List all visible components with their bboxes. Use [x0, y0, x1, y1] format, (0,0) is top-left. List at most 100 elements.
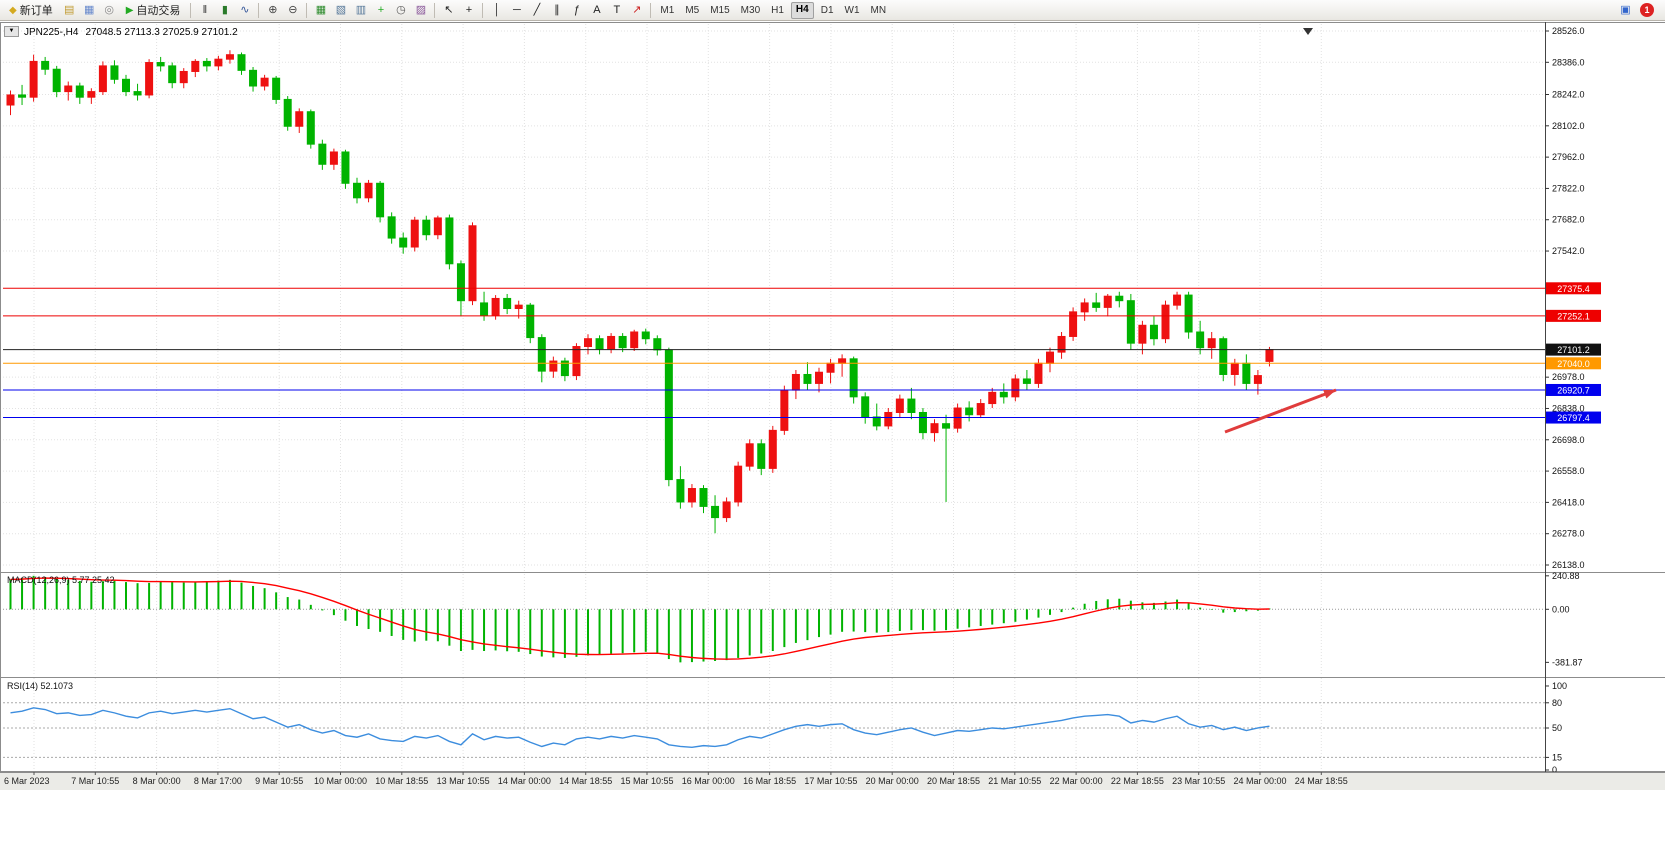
svg-text:-381.87: -381.87	[1552, 657, 1583, 667]
horizontal-line-objects[interactable]	[3, 287, 1545, 419]
svg-text:26278.0: 26278.0	[1552, 529, 1585, 539]
new-order-icon: ◆	[9, 4, 17, 16]
price-axis[interactable]: 28526.0 28386.0 28242.0 28102.0 27962.0 27822…	[1545, 26, 1601, 570]
macd-indicator-label: MACD(12,26,9) 5.77 25.42	[7, 575, 115, 585]
time-axis-label: 8 Mar 17:00	[194, 776, 242, 786]
templates-icon[interactable]: ▨	[415, 3, 427, 16]
time-axis-label: 14 Mar 18:55	[559, 776, 612, 786]
vertical-line-icon[interactable]: │	[493, 3, 501, 16]
toolbar-separator	[434, 2, 436, 18]
community-icon[interactable]: ▣	[1620, 3, 1631, 16]
new-order-button[interactable]: ◆ 新订单	[3, 1, 59, 20]
chart-window: 28526.0 28386.0 28242.0 28102.0 27962.0 27822…	[0, 22, 1665, 794]
new-chart-icon[interactable]: ▧	[335, 3, 347, 16]
periods-icon[interactable]: ◷	[396, 3, 406, 16]
svg-text:27822.0: 27822.0	[1552, 183, 1585, 193]
svg-text:240.88: 240.88	[1552, 571, 1580, 581]
symbol-timeframe-label: JPN225-,H4	[24, 27, 79, 38]
channel-icon[interactable]: ∥	[554, 3, 560, 16]
candlestick-series	[6, 50, 1274, 534]
navigator-icon[interactable]: ◎	[104, 3, 114, 16]
timeframe-button-m5[interactable]: M5	[685, 4, 700, 16]
toolbar-separator	[482, 2, 484, 18]
symbol-dropdown-button[interactable]: ▼	[4, 26, 19, 37]
fibonacci-icon[interactable]: ƒ	[573, 3, 580, 16]
svg-text:26797.4: 26797.4	[1557, 413, 1590, 423]
support-line-1-badge	[1546, 383, 1601, 396]
svg-text:26920.7: 26920.7	[1557, 385, 1590, 395]
svg-text:0.00: 0.00	[1552, 604, 1570, 614]
time-axis[interactable]: 6 Mar 2023 7 Mar 10:55 8 Mar 00:00 8 Mar 17…	[0, 772, 1665, 790]
trendline-icon[interactable]: ╱	[533, 3, 541, 16]
rsi-panel	[3, 702, 1545, 758]
svg-text:15: 15	[1552, 752, 1562, 762]
market-watch-icon[interactable]: ▤	[64, 3, 75, 16]
svg-text:28102.0: 28102.0	[1552, 121, 1585, 131]
time-axis-label: 16 Mar 18:55	[743, 776, 796, 786]
time-axis-label: 10 Mar 00:00	[314, 776, 367, 786]
candlestick-chart-icon[interactable]: ▮	[221, 3, 228, 16]
data-window-icon[interactable]: ▦	[84, 3, 95, 16]
svg-text:50: 50	[1552, 723, 1562, 733]
time-axis-label: 15 Mar 10:55	[620, 776, 673, 786]
support-line-2-badge	[1546, 411, 1601, 424]
auto-trading-button[interactable]: ▶ 自动交易	[120, 1, 187, 20]
chart-title: JPN225-,H4 27048.5 27113.3 27025.9 27101.…	[24, 27, 238, 38]
auto-trading-icon: ▶	[125, 4, 134, 16]
toolbar-separator	[306, 2, 308, 18]
macd-signal-line	[10, 577, 1270, 660]
timeframe-button-m1[interactable]: M1	[660, 4, 675, 16]
notification-badge[interactable]: 1	[1640, 3, 1654, 17]
timeframe-button-m30[interactable]: M30	[740, 4, 761, 16]
svg-text:28242.0: 28242.0	[1552, 90, 1585, 100]
indicators-icon[interactable]: +	[377, 3, 385, 16]
timeframe-button-w1[interactable]: W1	[844, 4, 860, 16]
svg-text:28386.0: 28386.0	[1552, 57, 1585, 67]
time-axis-label: 13 Mar 10:55	[437, 776, 490, 786]
horizontal-line-icon[interactable]: ─	[513, 3, 521, 16]
rsi-indicator-label: RSI(14) 52.1073	[7, 681, 74, 691]
time-axis-label: 17 Mar 10:55	[804, 776, 857, 786]
svg-text:27252.1: 27252.1	[1557, 311, 1590, 321]
svg-text:27542.0: 27542.0	[1552, 246, 1585, 256]
panel-borders	[0, 22, 1665, 790]
svg-text:26838.0: 26838.0	[1552, 403, 1585, 413]
text-icon[interactable]: A	[593, 3, 601, 16]
main-toolbar: ◆ 新订单 ▤ ▦ ◎ ▶ 自动交易 ‖ ▮ ∿ ⊕ ⊖ ▦ ▧ ▥ + ◷ ▨ ↖ + │ ─ ╱ ∥ ƒ A T ↗ M1 M5 M15…	[0, 0, 1665, 21]
svg-text:27962.0: 27962.0	[1552, 152, 1585, 162]
cursor-icon[interactable]: ↖	[444, 3, 454, 16]
grid-lines	[3, 24, 1545, 770]
timeframe-button-h4[interactable]: H4	[790, 1, 814, 19]
line-chart-icon[interactable]: ∿	[240, 3, 250, 16]
time-axis-label: 22 Mar 00:00	[1050, 776, 1103, 786]
toolbar-separator	[190, 2, 192, 18]
time-axis-label: 24 Mar 00:00	[1233, 776, 1286, 786]
crosshair-icon[interactable]: +	[465, 3, 473, 16]
rsi-line	[10, 707, 1270, 749]
timeframe-button-d1[interactable]: D1	[820, 4, 834, 16]
chart-shift-marker[interactable]	[1303, 28, 1313, 35]
new-order-button-label: 新订单	[19, 5, 53, 17]
timeframe-button-mn[interactable]: MN	[870, 4, 887, 16]
label-icon[interactable]: T	[613, 3, 621, 16]
trend-arrow-annotation[interactable]	[1224, 388, 1337, 434]
ohlc-bars-icon[interactable]: ‖	[202, 3, 208, 16]
time-axis-label: 22 Mar 18:55	[1111, 776, 1164, 786]
time-axis-label: 6 Mar 2023	[4, 776, 50, 786]
macd-axis[interactable]: 240.88 0.00 -381.87	[1545, 571, 1583, 668]
time-axis-label: 7 Mar 10:55	[71, 776, 119, 786]
time-axis-label: 21 Mar 10:55	[988, 776, 1041, 786]
timeframe-button-m15[interactable]: M15	[710, 4, 730, 16]
time-axis-label: 20 Mar 18:55	[927, 776, 980, 786]
zoom-in-icon[interactable]: ⊕	[268, 3, 278, 16]
rsi-axis[interactable]: 100 80 50 15 0	[1545, 681, 1567, 775]
chart-canvas[interactable]: 28526.0 28386.0 28242.0 28102.0 27962.0 27822…	[0, 22, 1665, 794]
chart-shift-icon[interactable]: ▥	[355, 3, 367, 16]
svg-text:26138.0: 26138.0	[1552, 560, 1585, 570]
tile-windows-icon[interactable]: ▦	[315, 3, 327, 16]
time-axis-label: 9 Mar 10:55	[255, 776, 303, 786]
arrows-icon[interactable]: ↗	[632, 3, 642, 16]
timeframe-button-h1[interactable]: H1	[771, 4, 784, 16]
zoom-out-icon[interactable]: ⊖	[288, 3, 298, 16]
